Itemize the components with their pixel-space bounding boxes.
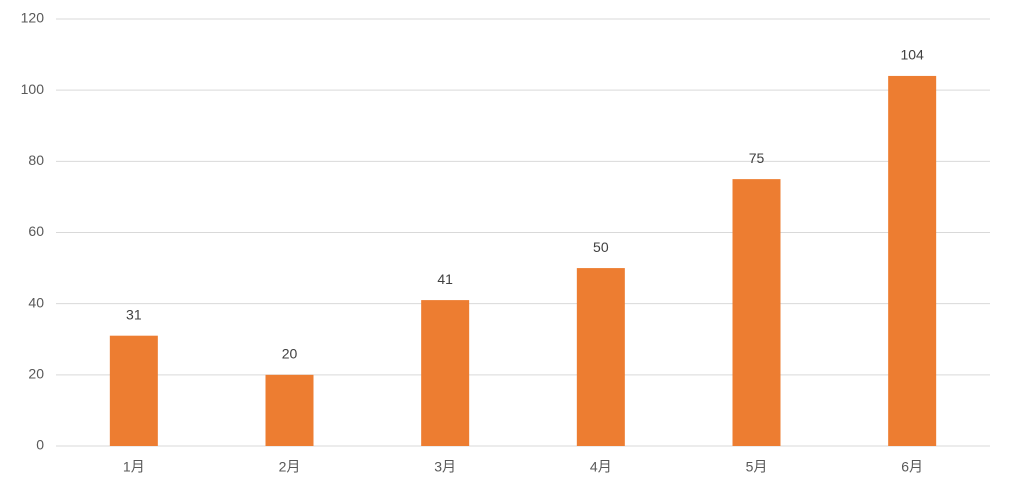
data-label: 104 xyxy=(900,47,924,63)
bar xyxy=(732,179,781,446)
data-label: 31 xyxy=(126,306,142,322)
y-tick-label: 120 xyxy=(21,10,45,26)
y-tick-label: 40 xyxy=(28,294,44,310)
data-label: 75 xyxy=(749,150,765,166)
y-tick-label: 0 xyxy=(36,437,44,453)
y-tick-label: 80 xyxy=(28,152,44,168)
x-tick-label: 3月 xyxy=(434,459,456,475)
data-label: 50 xyxy=(593,239,609,255)
x-tick-label: 1月 xyxy=(123,459,145,475)
x-tick-label: 6月 xyxy=(901,459,923,475)
data-label: 20 xyxy=(282,346,298,362)
bar xyxy=(265,374,314,446)
x-tick-label: 5月 xyxy=(746,459,768,475)
data-label: 41 xyxy=(437,271,453,287)
bar xyxy=(109,335,158,446)
bar xyxy=(888,75,937,446)
x-tick-label: 2月 xyxy=(279,459,301,475)
bar xyxy=(576,268,625,446)
y-tick-label: 100 xyxy=(21,81,45,97)
bar xyxy=(421,300,470,446)
y-tick-label: 20 xyxy=(28,366,44,382)
x-tick-label: 4月 xyxy=(590,459,612,475)
y-tick-label: 60 xyxy=(28,223,44,239)
